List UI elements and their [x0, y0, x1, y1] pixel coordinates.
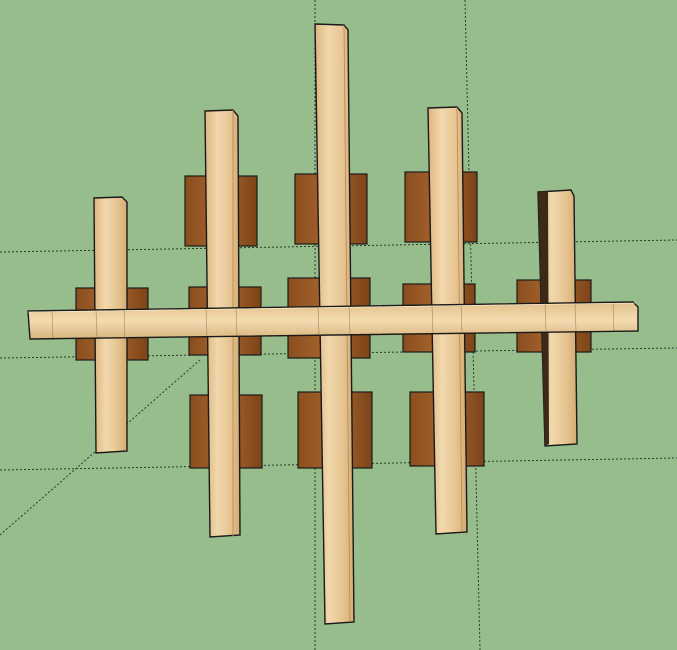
horizontal-bar — [27, 301, 639, 340]
blue-axis-line — [0, 457, 677, 471]
horizontal-stick — [27, 301, 639, 340]
bar-highlight — [27, 302, 637, 313]
bar-segment-line — [51, 310, 54, 339]
